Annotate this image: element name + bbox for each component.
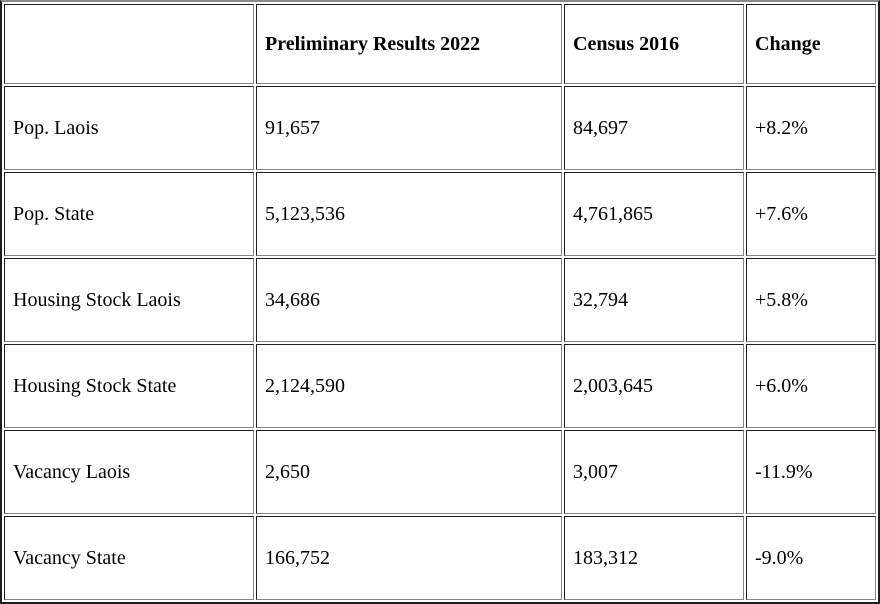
cell-preliminary-2022: 5,123,536 (256, 172, 562, 256)
header-preliminary-results-2022: Preliminary Results 2022 (256, 4, 562, 84)
cell-census-2016: 4,761,865 (564, 172, 744, 256)
table-row-pop-laois: Pop. Laois 91,657 84,697 +8.2% (4, 86, 876, 170)
cell-change: +8.2% (746, 86, 876, 170)
row-label: Vacancy Laois (4, 430, 254, 514)
header-census-2016: Census 2016 (564, 4, 744, 84)
header-change: Change (746, 4, 876, 84)
row-label: Housing Stock State (4, 344, 254, 428)
cell-preliminary-2022: 2,650 (256, 430, 562, 514)
table-row-housing-stock-state: Housing Stock State 2,124,590 2,003,645 … (4, 344, 876, 428)
row-label: Housing Stock Laois (4, 258, 254, 342)
row-label: Pop. State (4, 172, 254, 256)
header-row: Preliminary Results 2022 Census 2016 Cha… (4, 4, 876, 84)
cell-change: +7.6% (746, 172, 876, 256)
cell-preliminary-2022: 2,124,590 (256, 344, 562, 428)
cell-census-2016: 32,794 (564, 258, 744, 342)
row-label: Vacancy State (4, 516, 254, 600)
cell-census-2016: 3,007 (564, 430, 744, 514)
cell-change: +6.0% (746, 344, 876, 428)
cell-census-2016: 2,003,645 (564, 344, 744, 428)
cell-preliminary-2022: 166,752 (256, 516, 562, 600)
table-row-housing-stock-laois: Housing Stock Laois 34,686 32,794 +5.8% (4, 258, 876, 342)
table-row-pop-state: Pop. State 5,123,536 4,761,865 +7.6% (4, 172, 876, 256)
cell-census-2016: 183,312 (564, 516, 744, 600)
cell-census-2016: 84,697 (564, 86, 744, 170)
cell-change: +5.8% (746, 258, 876, 342)
cell-preliminary-2022: 91,657 (256, 86, 562, 170)
cell-change: -11.9% (746, 430, 876, 514)
table-row-vacancy-state: Vacancy State 166,752 183,312 -9.0% (4, 516, 876, 600)
cell-preliminary-2022: 34,686 (256, 258, 562, 342)
table-row-vacancy-laois: Vacancy Laois 2,650 3,007 -11.9% (4, 430, 876, 514)
row-label: Pop. Laois (4, 86, 254, 170)
cell-change: -9.0% (746, 516, 876, 600)
header-empty-cell (4, 4, 254, 84)
